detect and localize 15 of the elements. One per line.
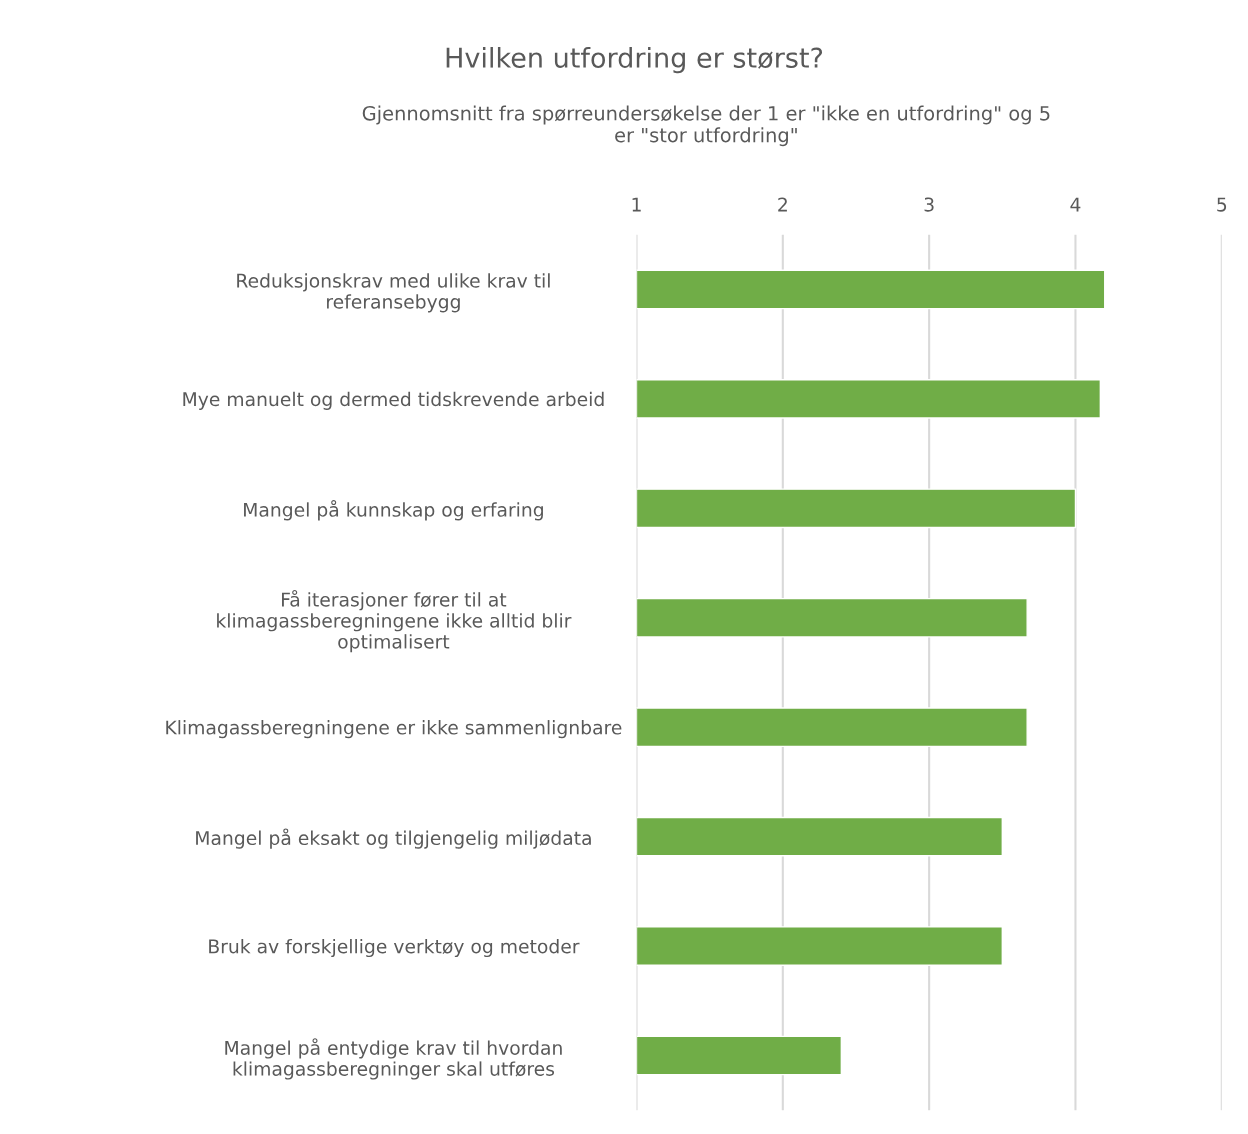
y-tick-label: Bruk av forskjellige verktøy og metoder <box>209 938 580 958</box>
y-tick-label: Mye manuelt og dermed tidskrevende arbeid <box>183 391 604 410</box>
y-tick-label: Klimagassberegningene er ikke sammenlignbare <box>166 720 622 739</box>
x-tick-label: 1 <box>632 197 641 212</box>
x-tick-label: 2 <box>778 197 787 212</box>
y-tick-label: Mangel på kunnskap og erfaring <box>244 500 543 521</box>
y-tick-label: Reduksjonskrav med ulike krav til referansebygg <box>237 273 550 313</box>
x-tick-label: 5 <box>1217 197 1227 212</box>
chart-title: Hvilken utfordring er størst? <box>446 47 823 74</box>
chart-subtitle: Gjennomsnitt fra spørreundersøkelse der 1 er "ikke en utfordring" og 5 er "stor utfordring" <box>362 105 1050 147</box>
x-tick-label: 3 <box>924 197 934 212</box>
y-tick-label: Få iterasjoner fører til at klimagassberegningene ikke alltid blir optimalisert <box>217 589 572 653</box>
y-tick-label: Mangel på entydige krav til hvordan klimagassberegninger skal utføres <box>225 1038 562 1080</box>
y-tick-label: Mangel på eksakt og tilgjengelig miljødata <box>196 828 591 849</box>
x-tick-label: 4 <box>1070 197 1081 212</box>
